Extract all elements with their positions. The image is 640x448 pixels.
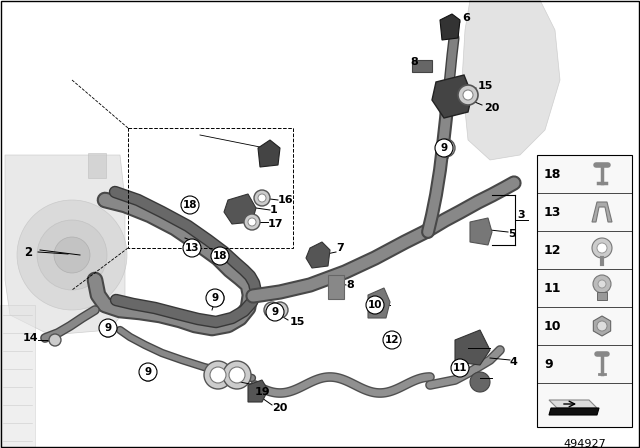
Polygon shape [368,288,390,318]
Polygon shape [306,242,330,268]
Circle shape [204,361,232,389]
Text: 12: 12 [385,335,399,345]
Text: 13: 13 [185,243,199,253]
Text: 15: 15 [478,81,493,91]
Circle shape [229,367,245,383]
Circle shape [208,290,224,306]
Bar [0,305,35,448]
Circle shape [463,90,473,100]
Polygon shape [258,140,280,167]
Text: 11: 11 [452,363,467,373]
Circle shape [254,190,270,206]
Circle shape [597,243,607,253]
Circle shape [272,302,288,318]
Circle shape [248,218,256,226]
Bar [597,292,607,300]
Bar [537,155,632,427]
Circle shape [264,302,280,318]
Circle shape [268,306,276,314]
Text: 9: 9 [145,367,152,377]
Text: 14: 14 [22,333,38,343]
Circle shape [435,139,453,157]
Circle shape [139,363,157,381]
Circle shape [37,220,107,290]
Circle shape [210,367,226,383]
Text: 7: 7 [336,243,344,253]
Polygon shape [470,218,492,245]
Text: 6: 6 [462,13,470,23]
Polygon shape [593,316,611,336]
Text: 4: 4 [510,357,518,367]
Text: 9: 9 [440,143,447,153]
Circle shape [366,296,384,314]
Circle shape [101,323,115,337]
Circle shape [49,334,61,346]
Polygon shape [592,202,612,222]
Circle shape [593,275,611,293]
Text: 19: 19 [255,387,271,397]
Bar [128,128,293,248]
Text: 3: 3 [517,210,525,220]
Circle shape [211,247,229,265]
Polygon shape [440,14,460,40]
Text: 17: 17 [268,219,284,229]
Polygon shape [5,155,125,335]
Circle shape [206,289,224,307]
Circle shape [99,319,117,337]
Text: 9: 9 [271,307,278,317]
Text: 12: 12 [544,244,561,257]
Text: 494927: 494927 [563,439,606,448]
Bar [88,153,106,178]
Circle shape [244,214,260,230]
Text: 9: 9 [544,358,552,370]
Text: 16: 16 [278,195,294,205]
Text: 13: 13 [544,206,561,219]
Text: 8: 8 [410,57,418,67]
Text: 10: 10 [544,319,561,332]
Circle shape [266,303,284,321]
Text: 11: 11 [544,281,561,294]
Circle shape [597,321,607,331]
Circle shape [383,331,401,349]
Circle shape [598,280,606,288]
Polygon shape [549,408,599,415]
Circle shape [592,238,612,258]
Circle shape [470,372,490,392]
Circle shape [258,194,266,202]
Circle shape [451,359,469,377]
Circle shape [181,196,199,214]
Text: 18: 18 [544,168,561,181]
Circle shape [17,200,127,310]
Text: 8: 8 [346,280,354,290]
Bar [328,275,344,299]
Text: 1: 1 [270,205,278,215]
Polygon shape [224,194,256,224]
Polygon shape [462,0,560,160]
Circle shape [458,85,478,105]
Polygon shape [549,400,597,408]
Text: 5: 5 [508,229,516,239]
Circle shape [223,361,251,389]
Text: 9: 9 [211,293,219,303]
Text: 10: 10 [368,300,382,310]
Circle shape [183,239,201,257]
Polygon shape [432,75,472,118]
Text: 15: 15 [290,317,305,327]
Text: 20: 20 [272,403,287,413]
Text: 2: 2 [24,246,32,258]
Polygon shape [455,330,490,365]
Text: 9: 9 [104,323,111,333]
Bar [412,60,432,72]
Text: 20: 20 [484,103,499,113]
Text: 18: 18 [183,200,197,210]
Circle shape [437,139,455,157]
Circle shape [54,237,90,273]
Text: 18: 18 [212,251,227,261]
Polygon shape [248,380,268,402]
Circle shape [141,367,155,381]
